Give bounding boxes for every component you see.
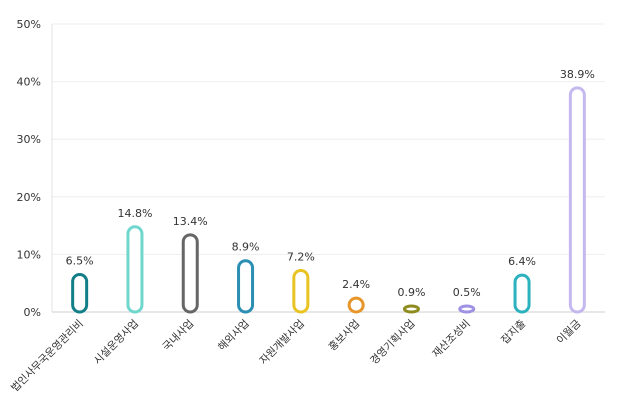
data-label: 38.9% (560, 68, 595, 81)
x-tick-label: 법인사무국운영관리비 (9, 318, 86, 395)
y-tick-label: 40% (17, 76, 41, 89)
x-tick-label: 홍보사업 (326, 317, 363, 354)
x-tick-label: 경영기획사업 (367, 317, 417, 367)
x-tick-label: 재산조성비 (430, 318, 473, 361)
data-label: 8.9% (232, 241, 260, 254)
x-tick-label: 이월금 (554, 317, 583, 346)
y-axis: 0% 10% 20% 30% 40% 50% (17, 18, 41, 319)
bars (71, 86, 586, 314)
x-axis: 법인사무국운영관리비 시설운영사업 국내사업 해외사업 자원개발사업 홍보사업 경영기획사업… (9, 317, 584, 395)
bar (458, 304, 476, 314)
data-label: 2.4% (342, 278, 370, 291)
bar (402, 304, 420, 314)
bar (568, 86, 586, 314)
x-tick-label: 시설운영사업 (91, 317, 141, 367)
y-tick-label: 30% (17, 133, 41, 146)
x-tick-label: 국내사업 (160, 317, 197, 354)
y-tick-label: 50% (17, 18, 41, 31)
y-tick-label: 10% (17, 248, 41, 261)
data-label: 6.4% (508, 255, 536, 268)
bar (347, 296, 365, 314)
bar (71, 273, 89, 314)
bar (126, 225, 144, 314)
data-label: 7.2% (287, 251, 315, 264)
bar (181, 233, 199, 314)
data-labels: 6.5% 14.8% 13.4% 8.9% 7.2% 2.4% 0.9% 0.5% 6.4% 38… (66, 68, 595, 299)
y-tick-label: 0% (24, 306, 41, 319)
bar (513, 273, 531, 314)
data-label: 14.8% (117, 207, 152, 220)
bar (237, 259, 255, 314)
y-tick-label: 20% (17, 191, 41, 204)
data-label: 0.9% (397, 286, 425, 299)
bar (292, 269, 310, 314)
x-tick-label: 해외사업 (215, 317, 252, 354)
data-label: 0.5% (453, 286, 481, 299)
x-tick-label: 자원개발사업 (257, 317, 307, 367)
x-tick-label: 잡지출 (499, 317, 528, 346)
gridlines (51, 23, 605, 313)
data-label: 13.4% (173, 215, 208, 228)
data-label: 6.5% (66, 255, 94, 268)
